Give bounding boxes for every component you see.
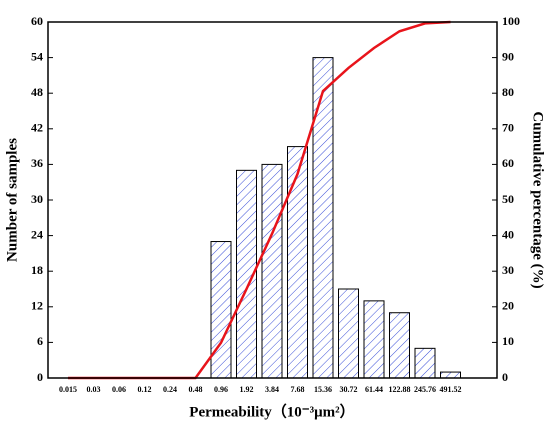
y-tick-label: 12 bbox=[31, 299, 43, 313]
bar bbox=[312, 57, 334, 379]
x-tick-label: 0.015 bbox=[59, 385, 77, 394]
y-tick-label: 48 bbox=[31, 85, 43, 99]
y-tick-label: 36 bbox=[31, 156, 43, 170]
y2-tick-label: 100 bbox=[502, 14, 520, 28]
x-tick-label: 491.52 bbox=[440, 385, 462, 394]
y2-axis-label: Cumulative percentage (%) bbox=[530, 111, 546, 288]
x-tick-label: 245.76 bbox=[414, 385, 436, 394]
y-tick-label: 30 bbox=[31, 192, 43, 206]
bar bbox=[338, 288, 359, 379]
y-tick-label: 6 bbox=[37, 334, 43, 348]
y2-tick-label: 80 bbox=[502, 85, 514, 99]
x-tick-label: 0.03 bbox=[87, 385, 101, 394]
y2-tick-label: 40 bbox=[502, 227, 514, 241]
bar bbox=[440, 371, 461, 379]
x-tick-label: 7.68 bbox=[291, 385, 305, 394]
x-tick-label: 0.48 bbox=[189, 385, 203, 394]
y-tick-label: 42 bbox=[31, 121, 43, 135]
x-tick-label: 0.96 bbox=[214, 385, 228, 394]
x-axis-label: Permeability（10⁻³μm²） bbox=[189, 402, 354, 420]
plot-frame bbox=[47, 21, 498, 379]
bar bbox=[210, 241, 232, 379]
x-tick-label: 0.06 bbox=[112, 385, 126, 394]
y-tick-label: 24 bbox=[31, 227, 43, 241]
y-axis-label: Number of samples bbox=[4, 138, 20, 262]
y2-tick-label: 0 bbox=[502, 370, 508, 384]
y2-tick-label: 30 bbox=[502, 263, 514, 277]
y2-tick-label: 90 bbox=[502, 49, 514, 63]
x-tick-label: 30.72 bbox=[340, 385, 358, 394]
y2-tick-label: 70 bbox=[502, 121, 514, 135]
y-tick-label: 18 bbox=[31, 263, 43, 277]
x-tick-label: 1.92 bbox=[240, 385, 254, 394]
y2-tick-label: 60 bbox=[502, 156, 514, 170]
y2-tick-label: 50 bbox=[502, 192, 514, 206]
bar bbox=[363, 300, 385, 379]
x-tick-label: 0.12 bbox=[138, 385, 152, 394]
bar bbox=[389, 312, 410, 379]
bar bbox=[287, 146, 308, 379]
x-tick-label: 122.88 bbox=[389, 385, 411, 394]
x-tick-label: 15.36 bbox=[314, 385, 332, 394]
y2-tick-label: 10 bbox=[502, 334, 514, 348]
x-tick-label: 0.24 bbox=[163, 385, 177, 394]
y2-tick-label: 20 bbox=[502, 299, 514, 313]
y-tick-label: 54 bbox=[31, 49, 43, 63]
bar bbox=[261, 163, 283, 379]
y-tick-label: 60 bbox=[31, 14, 43, 28]
x-tick-label: 61.44 bbox=[365, 385, 383, 394]
y-tick-label: 0 bbox=[37, 370, 43, 384]
x-tick-label: 3.84 bbox=[265, 385, 279, 394]
bar bbox=[414, 347, 436, 379]
